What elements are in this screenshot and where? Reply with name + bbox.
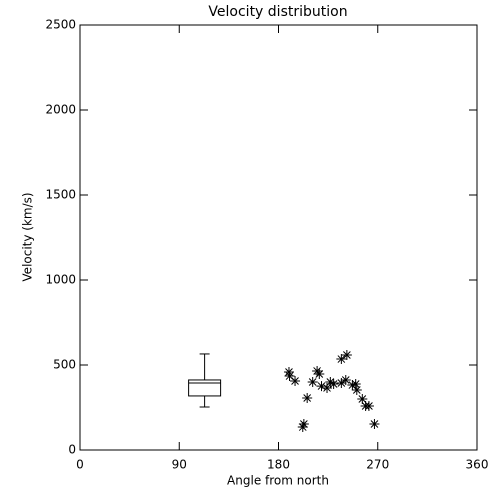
- x-tick-label: 90: [172, 458, 187, 472]
- scatter-point: [298, 418, 309, 429]
- scatter-point: [351, 384, 362, 395]
- y-tick-label: 1000: [45, 273, 76, 287]
- scatter-point: [283, 366, 294, 377]
- scatter-point: [357, 394, 368, 404]
- scatter-point: [341, 349, 352, 360]
- scatter-point: [307, 377, 318, 387]
- scatter-point: [290, 375, 301, 386]
- y-tick-label: 1500: [45, 188, 76, 202]
- scatter-point: [340, 374, 351, 385]
- x-tick-label: 270: [366, 458, 389, 472]
- scatter-point: [314, 369, 325, 380]
- scatter-point: [312, 365, 323, 376]
- box: [188, 379, 222, 397]
- scatter-point: [284, 371, 295, 382]
- scatter-point: [350, 379, 361, 390]
- x-tick-label: 180: [267, 458, 290, 472]
- scatter-point: [328, 379, 339, 390]
- scatter-point: [363, 400, 374, 411]
- scatter-point: [369, 418, 380, 429]
- scatter-point: [316, 381, 327, 392]
- scatter-point: [322, 382, 333, 393]
- scatter-point: [347, 380, 358, 391]
- scatter-point: [336, 354, 347, 365]
- x-tick-label: 360: [466, 458, 489, 472]
- y-axis-label: Velocity (km/s): [21, 192, 35, 281]
- y-tick-label: 2500: [45, 18, 76, 32]
- y-tick-label: 500: [53, 358, 76, 372]
- y-tick-label: 0: [68, 443, 76, 457]
- scatter-point: [325, 377, 336, 387]
- scatter-point: [336, 378, 347, 389]
- y-tick-label: 2000: [45, 103, 76, 117]
- scatter-point: [302, 392, 313, 403]
- x-tick-label: 0: [76, 458, 84, 472]
- chart-title: Velocity distribution: [208, 4, 347, 20]
- scatter-point: [297, 422, 308, 433]
- x-axis-label: Angle from north: [227, 474, 329, 488]
